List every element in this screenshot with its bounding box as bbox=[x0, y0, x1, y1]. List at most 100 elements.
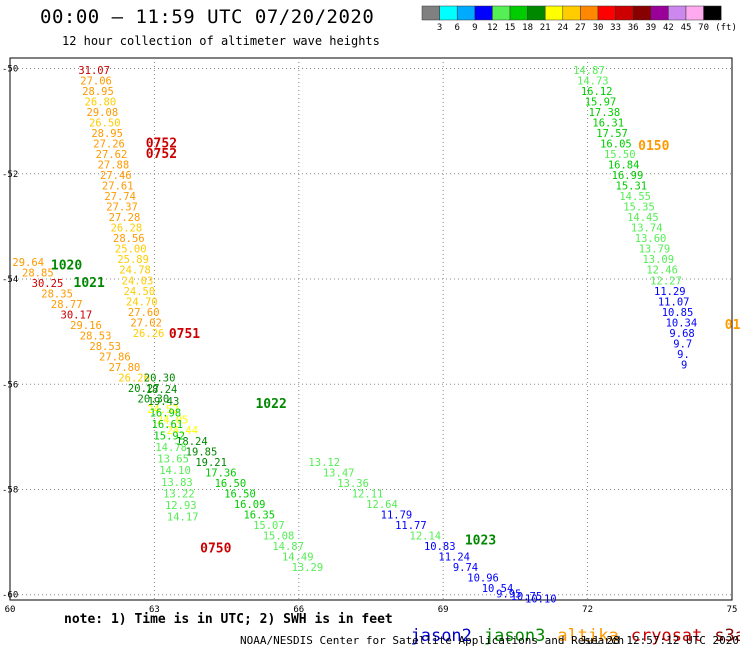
y-tick-label: -50 bbox=[2, 65, 18, 75]
page-subtitle: 12 hour collection of altimeter wave hei… bbox=[62, 34, 380, 48]
colorbar-label: 39 bbox=[645, 23, 656, 33]
colorbar-swatch bbox=[580, 5, 599, 21]
data-label: 12.93 bbox=[165, 500, 197, 512]
data-label: 26.50 bbox=[89, 117, 121, 129]
data-label: 27.74 bbox=[104, 191, 136, 203]
data-label: 18.24 bbox=[146, 384, 178, 396]
x-tick-label: 69 bbox=[438, 605, 449, 615]
y-tick-label: -52 bbox=[2, 170, 18, 180]
data-label: 13.74 bbox=[631, 223, 663, 235]
data-label: 17.38 bbox=[589, 107, 621, 119]
y-tick-label: -56 bbox=[2, 380, 18, 390]
data-label: 29.64 bbox=[12, 257, 44, 269]
colorbar-swatch bbox=[668, 5, 687, 21]
colorbar-label: 15 bbox=[505, 23, 516, 33]
data-label: 30.17 bbox=[61, 309, 93, 321]
time-label: 0752 bbox=[146, 136, 177, 151]
colorbar-label: 45 bbox=[681, 23, 692, 33]
data-label: 24.44 bbox=[166, 425, 198, 437]
data-label: 27.88 bbox=[98, 160, 130, 172]
data-label: 15.35 bbox=[623, 202, 655, 214]
data-label: 24.50 bbox=[124, 286, 156, 298]
colorbar-label: 33 bbox=[610, 23, 621, 33]
data-label: 9.68 bbox=[669, 328, 694, 340]
colorbar-label: 42 bbox=[663, 23, 674, 33]
data-label: 27.26 bbox=[93, 138, 125, 150]
data-label: 12.46 bbox=[646, 265, 678, 277]
data-label: 12.64 bbox=[366, 499, 398, 511]
y-tick-label: -60 bbox=[2, 591, 18, 601]
data-label: 19.21 bbox=[195, 457, 227, 469]
data-label: 12.11 bbox=[352, 488, 384, 500]
data-label: 26.26 bbox=[133, 328, 165, 340]
legend-altika: altika bbox=[557, 626, 619, 646]
data-label: 28.35 bbox=[41, 288, 73, 300]
colorbar-swatch bbox=[509, 5, 528, 21]
x-tick-label: 63 bbox=[149, 605, 160, 615]
colorbar-swatch bbox=[703, 5, 722, 21]
colorbar-swatch bbox=[597, 5, 616, 21]
colorbar-swatch bbox=[544, 5, 564, 21]
colorbar-label: 9 bbox=[472, 23, 477, 33]
legend-s3a: s3a bbox=[714, 626, 740, 646]
data-label: 13.12 bbox=[308, 457, 340, 469]
footer-note: note: 1) Time is in UTC; 2) SWH is in fe… bbox=[64, 612, 393, 627]
data-label: 13.83 bbox=[161, 477, 193, 489]
data-label: 28.53 bbox=[80, 331, 112, 343]
data-label: 16.99 bbox=[612, 170, 644, 182]
data-label: 27.86 bbox=[99, 352, 131, 364]
colorbar-unit: (ft) bbox=[715, 23, 737, 33]
legend-cryosat: cryosat bbox=[630, 626, 703, 646]
data-label: 14.73 bbox=[577, 75, 609, 87]
legend-jason2: jason2 bbox=[410, 626, 472, 646]
colorbar-label: 12 bbox=[487, 23, 498, 33]
colorbar-swatch bbox=[562, 5, 581, 21]
data-label: 10.54 bbox=[482, 583, 514, 595]
data-label: 26.80 bbox=[85, 96, 117, 108]
colorbar-swatch bbox=[527, 5, 546, 21]
time-label: 014 bbox=[725, 318, 740, 333]
data-label: 24.05 bbox=[157, 415, 189, 427]
data-label: 27.61 bbox=[102, 181, 134, 193]
data-label: 28.95 bbox=[82, 86, 114, 98]
data-label: 28.95 bbox=[91, 128, 123, 140]
data-label: 16.84 bbox=[608, 160, 640, 172]
data-label: 15.97 bbox=[585, 96, 617, 108]
colorbar-label: 27 bbox=[575, 23, 586, 33]
data-label: 13.65 bbox=[157, 454, 189, 466]
data-label: 25.89 bbox=[117, 254, 149, 266]
data-label: 16.50 bbox=[224, 488, 256, 500]
data-label: 13.29 bbox=[292, 562, 324, 574]
data-label: 17.36 bbox=[205, 467, 237, 479]
data-label: 27.46 bbox=[100, 170, 132, 182]
satellite-legend: jason2 jason3 altika cryosat s3a bbox=[390, 606, 740, 646]
time-label: 0150 bbox=[638, 139, 669, 154]
data-label: 27.62 bbox=[96, 149, 128, 161]
data-label: 10.10 bbox=[525, 594, 557, 606]
legend-jason3: jason3 bbox=[483, 626, 546, 646]
data-label: 25.00 bbox=[115, 244, 147, 256]
time-label: 1020 bbox=[51, 259, 82, 274]
data-label: 17.57 bbox=[596, 128, 628, 140]
data-label: 28.53 bbox=[89, 341, 121, 353]
colorbar-swatch bbox=[474, 5, 493, 21]
data-label: 15.08 bbox=[263, 530, 295, 542]
data-label: 12.27 bbox=[650, 275, 682, 287]
data-label: 20.30 bbox=[144, 373, 176, 385]
y-tick-label: -54 bbox=[2, 275, 18, 285]
data-label: 11.29 bbox=[654, 286, 686, 298]
data-label: 11.07 bbox=[658, 296, 690, 308]
footer-stamp: Jul 28 12:57:12 UTC 2020 bbox=[580, 634, 739, 647]
colorbar-label: 24 bbox=[557, 23, 568, 33]
data-label: 11.79 bbox=[381, 509, 413, 521]
data-label: 26.26 bbox=[118, 373, 150, 385]
data-label: 31.07 bbox=[78, 65, 110, 77]
data-label: 16.35 bbox=[243, 509, 275, 521]
y-tick-label: -58 bbox=[2, 485, 18, 495]
data-label: 15.07 bbox=[253, 520, 285, 532]
data-label: 9.95 bbox=[496, 588, 521, 600]
data-label: 13.47 bbox=[323, 467, 355, 479]
data-label: 27.80 bbox=[109, 362, 141, 374]
plot-frame bbox=[9, 57, 733, 601]
